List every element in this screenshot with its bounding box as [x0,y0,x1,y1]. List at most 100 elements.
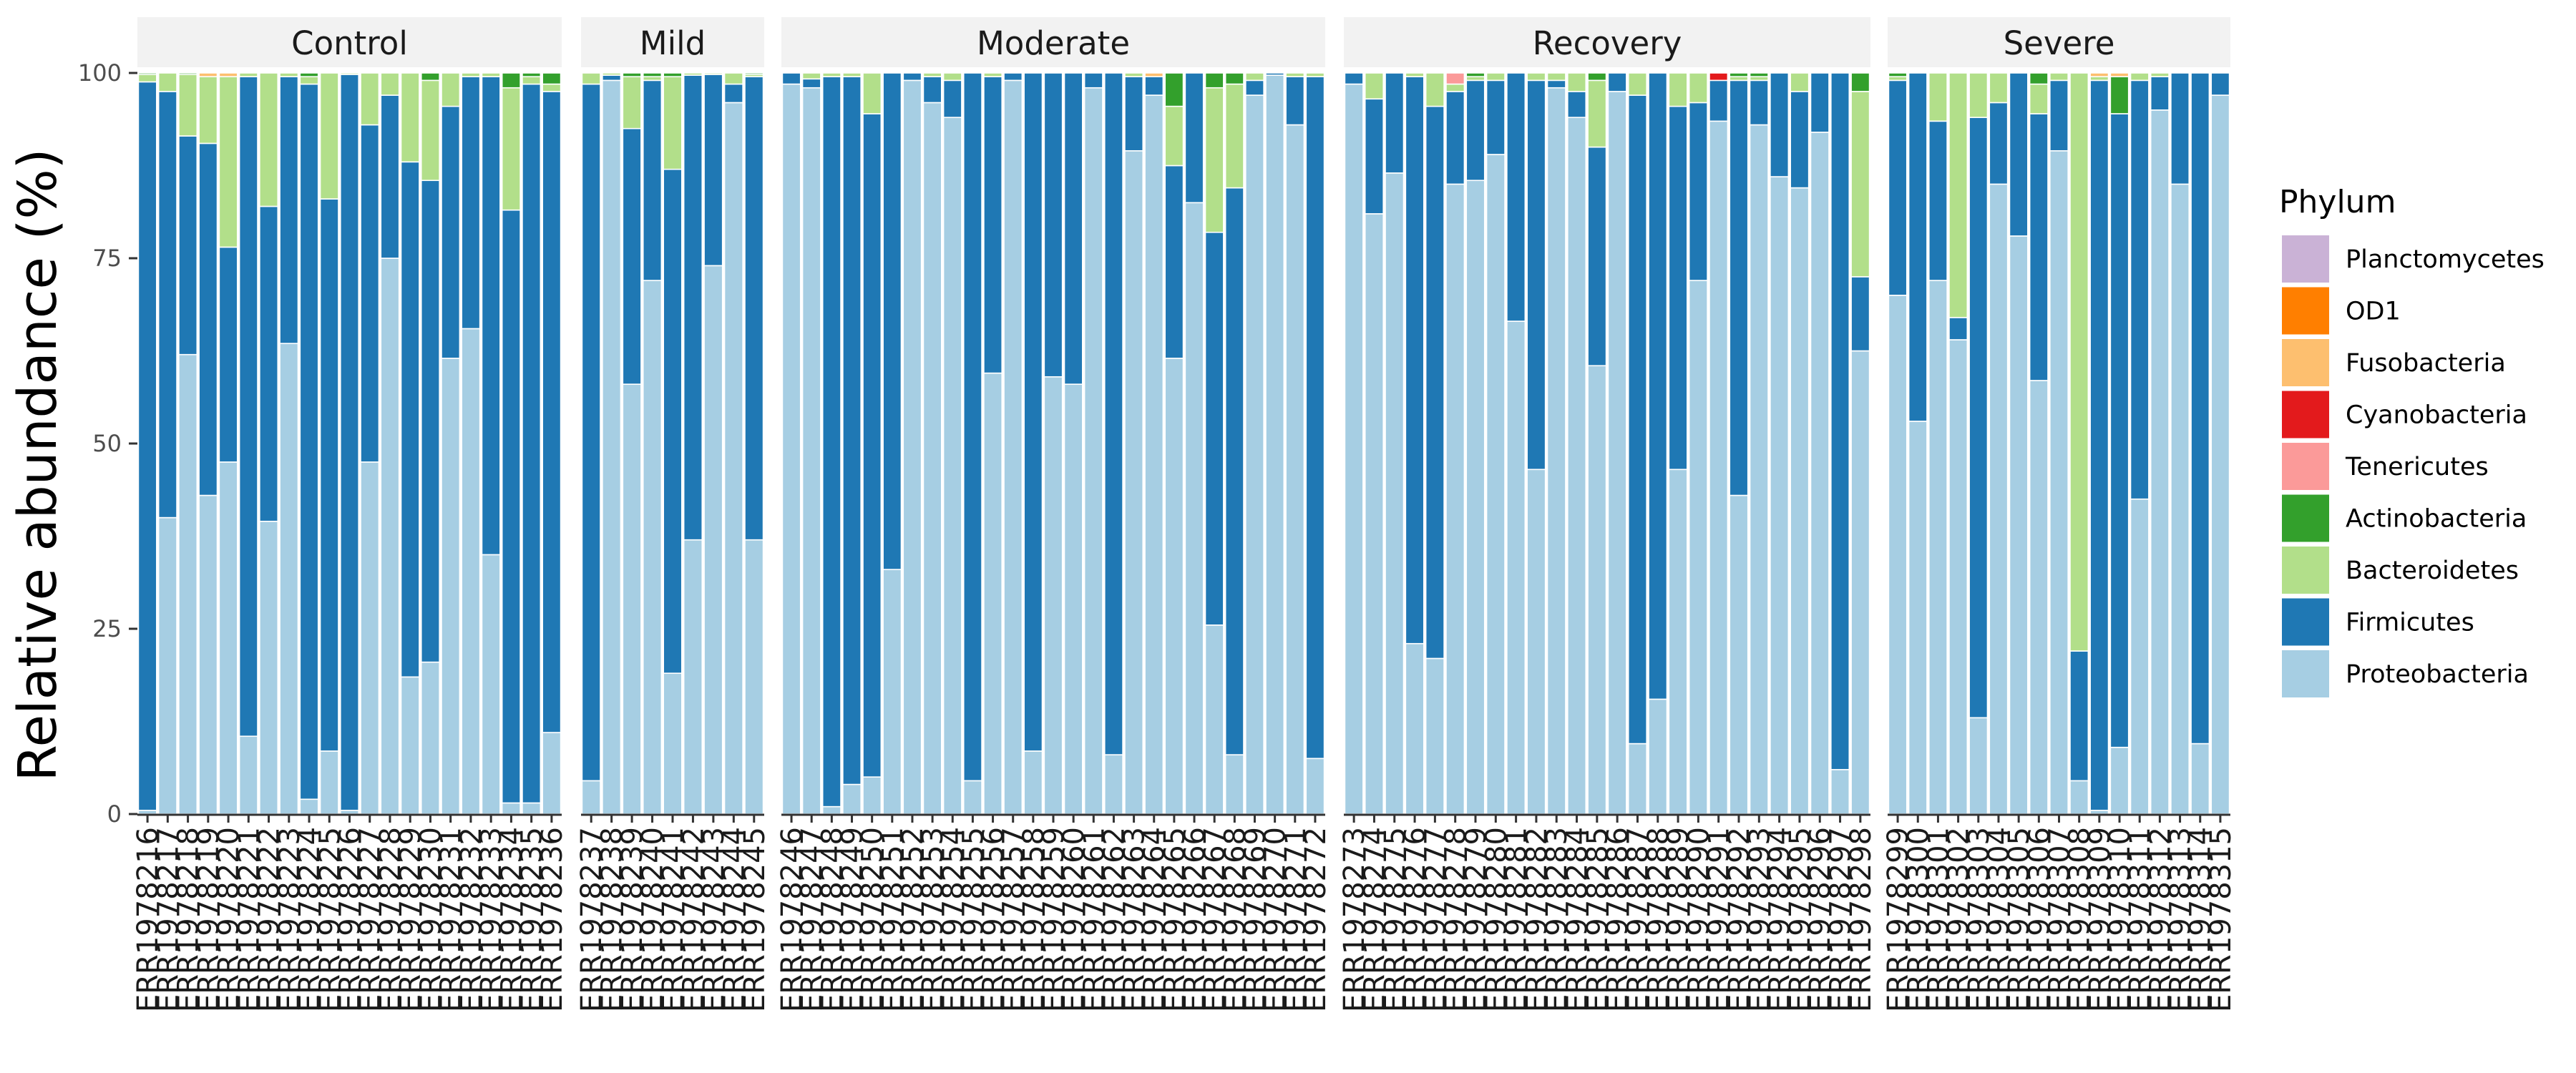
stacked-bar [1425,72,1445,815]
bar-segment-bacteroidetes [1567,72,1587,92]
bar-segment-proteobacteria [1928,280,1948,815]
bar-segment-firmicutes [1968,117,1989,719]
x-tick-label: ERR1978247 [796,827,829,1012]
bar-segment-proteobacteria [461,328,481,815]
facet-strip [137,17,562,67]
x-tick-label: ERR1978306 [2023,827,2056,1012]
stacked-bar [642,72,663,815]
bar-segment-proteobacteria [1607,91,1627,815]
bar-segment-actinobacteria [1587,72,1607,82]
bar-segment-proteobacteria [882,569,902,815]
bar-segment-bacteroidetes [1485,72,1506,82]
bar-segment-proteobacteria [622,383,642,815]
stacked-bar [2150,72,2170,815]
bar-segment-proteobacteria [1709,120,1729,815]
bar-segment-firmicutes [983,76,1003,374]
facet-panels: 0255075100ControlERR1978216ERR1978217ERR… [78,17,2238,1012]
stacked-bar [1567,72,1587,815]
bar-segment-bacteroidetes [1445,83,1465,92]
stacked-bar [2190,72,2210,815]
x-tick-label: ERR1978255 [957,827,990,1012]
bar-segment-bacteroidetes [542,83,562,92]
bar-segment-proteobacteria [1749,124,1769,815]
stacked-bar [218,72,238,815]
legend-label: OD1 [2346,298,2401,326]
bar-segment-bacteroidetes [1124,72,1144,77]
x-tick-label: ERR1978308 [2064,827,2097,1012]
bar-segment-firmicutes [922,76,942,104]
bar-segment-actinobacteria [622,72,642,77]
bar-segment-firmicutes [602,74,622,82]
bar-segment-firmicutes [1063,72,1083,385]
bar-segment-firmicutes [1989,102,2009,185]
bar-segment-proteobacteria [2109,746,2129,815]
x-tick-label: ERR1978243 [698,827,731,1012]
bar-segment-actinobacteria [1850,72,1870,92]
x-tick-label: ERR1978224 [293,827,326,1012]
legend-label: Planctomycetes [2346,245,2545,274]
stacked-bar [1968,72,1989,815]
stacked-bar [962,72,982,815]
bar-segment-actinobacteria [1749,72,1769,77]
bar-segment-bacteroidetes [137,74,157,83]
x-tick-label: ERR1978251 [877,827,909,1012]
bar-segment-firmicutes [821,76,841,808]
bar-segment-proteobacteria [703,265,723,815]
x-tick-label: ERR1978220 [213,827,245,1012]
bar-segment-proteobacteria [218,461,238,815]
bar-segment-proteobacteria [1344,83,1364,815]
stacked-bar [441,72,461,815]
bar-segment-proteobacteria [2129,498,2150,815]
stacked-bar [882,72,902,815]
x-tick-label: ERR1978244 [718,827,751,1012]
bar-segment-firmicutes [723,83,743,104]
bar-segment-bacteroidetes [942,72,962,82]
bar-segment-bacteroidetes [157,72,177,92]
x-tick-label: ERR1978268 [1219,827,1252,1012]
bar-segment-fusobacteria [218,72,238,77]
stacked-bar [1506,72,1526,815]
bar-segment-proteobacteria [1003,79,1023,815]
x-tick-label: ERR1978222 [253,827,286,1012]
x-tick-label: ERR1978301 [1922,827,1955,1012]
bar-segment-firmicutes [882,72,902,570]
stacked-bar [1888,72,1908,815]
stacked-bar [522,72,542,815]
x-tick-label: ERR1978250 [857,827,889,1012]
bar-segment-proteobacteria [983,372,1003,815]
bar-segment-firmicutes [1627,94,1648,745]
stacked-bar [178,72,198,815]
x-tick-label: ERR1978274 [1358,827,1391,1012]
bar-segment-firmicutes [1385,72,1405,174]
legend-item-bacteroidetes: Bacteroidetes [2280,545,2519,595]
bar-segment-firmicutes [501,209,521,804]
bar-segment-firmicutes [2029,113,2049,381]
bar-segment-bacteroidetes [683,72,703,76]
legend-swatch [2280,649,2331,699]
bar-segment-bacteroidetes [1364,72,1384,100]
y-axis: 0 25 50 75 100 [78,59,137,828]
bar-segment-proteobacteria [279,343,299,815]
bar-segment-firmicutes [1285,76,1305,126]
bar-segment-bacteroidetes [862,72,882,114]
bar-segment-bacteroidetes [522,76,542,85]
bar-segment-firmicutes [1928,120,1948,281]
bar-segment-proteobacteria [1908,421,1928,815]
bar-segment-firmicutes [581,83,601,782]
bar-segment-bacteroidetes [1546,72,1566,82]
bar-segment-proteobacteria [2029,380,2049,815]
bar-segment-bacteroidetes [481,72,501,77]
x-tick-label: ERR1978270 [1259,827,1292,1012]
bar-segment-actinobacteria [1729,72,1749,77]
x-tick-label: ERR1978293 [1743,827,1776,1012]
x-tick-label: ERR1978267 [1199,827,1231,1012]
bar-segment-proteobacteria [2069,780,2089,815]
stacked-bar [360,72,380,815]
bar-segment-firmicutes [744,76,764,541]
x-tick-label: ERR1978223 [273,827,306,1012]
bar-segment-proteobacteria [178,353,198,815]
stacked-bar [319,72,339,815]
bar-segment-bacteroidetes [663,76,683,170]
stacked-bar [821,72,841,815]
